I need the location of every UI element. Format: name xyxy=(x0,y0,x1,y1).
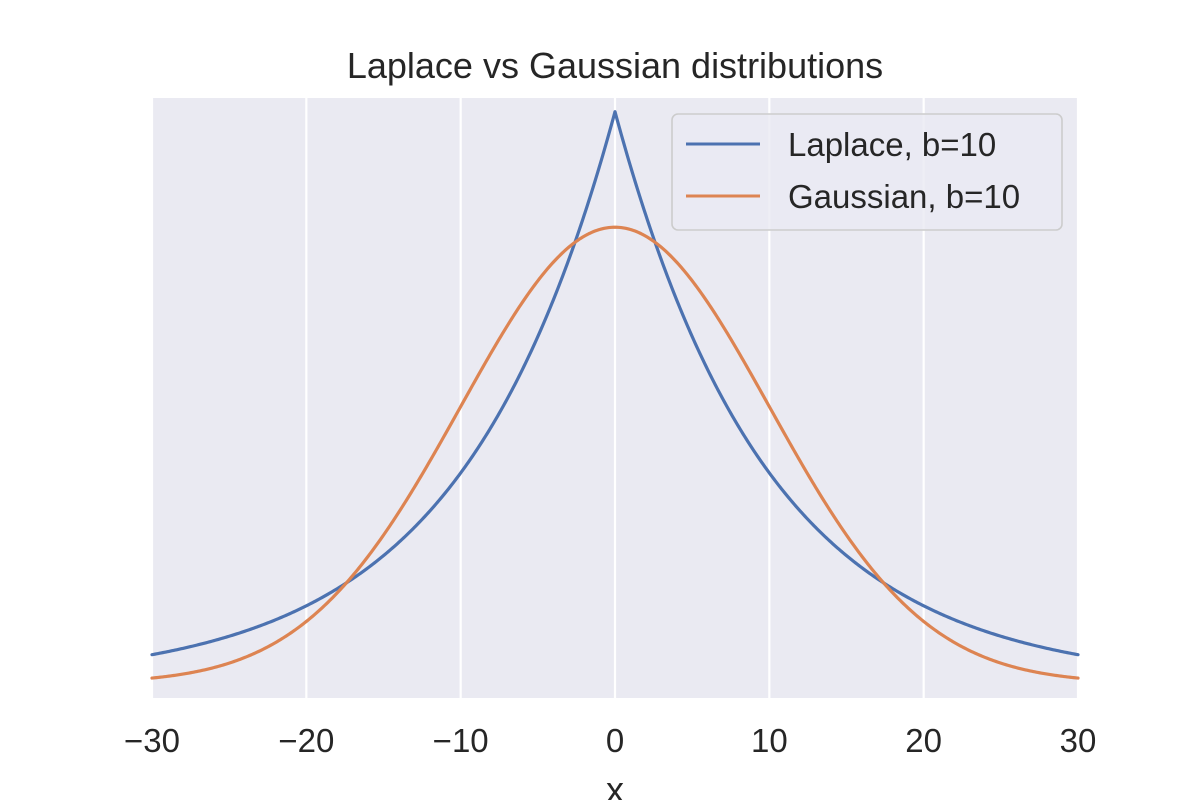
x-axis-label: x xyxy=(606,769,624,800)
x-tick-label: −30 xyxy=(124,722,180,759)
x-tick-label: 0 xyxy=(606,722,624,759)
legend-box xyxy=(671,113,1063,231)
series-line-gaussian xyxy=(150,225,1080,680)
x-tick-label: 10 xyxy=(751,722,788,759)
series-layer xyxy=(150,110,1080,680)
legend-label-laplace: Laplace, b=10 xyxy=(788,126,996,163)
series-line-laplace xyxy=(150,110,1080,657)
chart-title: Laplace vs Gaussian distributions xyxy=(347,45,883,86)
x-tick-label: −20 xyxy=(278,722,334,759)
grid-lines xyxy=(150,98,1080,698)
legend: Laplace, b=10 Gaussian, b=10 xyxy=(671,113,1063,231)
x-tick-label: −10 xyxy=(433,722,489,759)
x-tick-label: 20 xyxy=(905,722,942,759)
x-tick-label: 30 xyxy=(1060,722,1097,759)
x-tick-labels: −30 −20 −10 0 10 20 30 xyxy=(124,722,1096,759)
legend-label-gaussian: Gaussian, b=10 xyxy=(788,178,1020,215)
